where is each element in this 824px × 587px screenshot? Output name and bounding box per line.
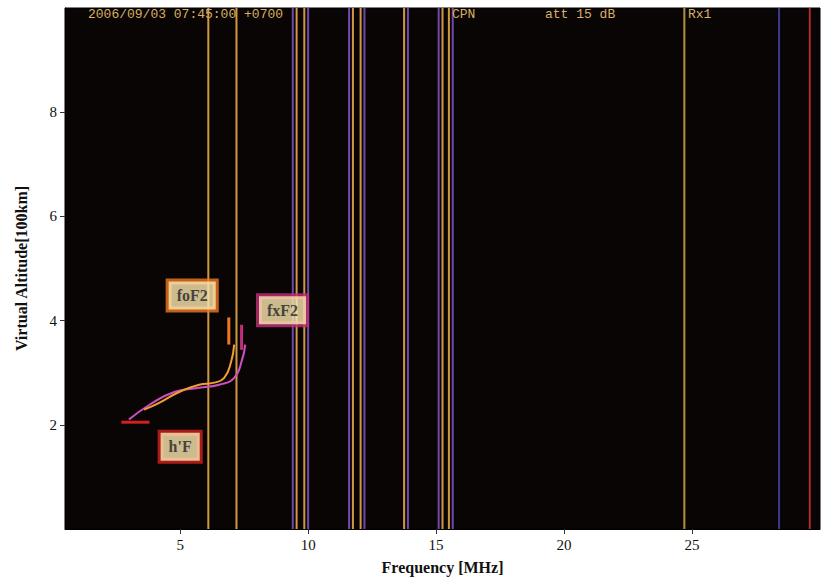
svg-text:fxF2: fxF2 <box>267 302 298 319</box>
svg-text:20: 20 <box>557 537 572 553</box>
svg-text:4: 4 <box>50 313 58 329</box>
svg-text:2006/09/03 07:45:00 +0700: 2006/09/03 07:45:00 +0700 <box>88 7 283 22</box>
svg-text:h'F: h'F <box>169 438 192 455</box>
svg-text:att 15 dB: att 15 dB <box>545 7 615 22</box>
svg-text:Frequency [MHz]: Frequency [MHz] <box>382 559 504 577</box>
svg-text:Virtual Altitude[100km]: Virtual Altitude[100km] <box>13 186 30 351</box>
svg-text:8: 8 <box>50 104 58 120</box>
svg-text:foF2: foF2 <box>177 287 208 304</box>
svg-text:5: 5 <box>176 537 184 553</box>
svg-text:2: 2 <box>50 417 58 433</box>
svg-text:6: 6 <box>50 208 58 224</box>
svg-text:10: 10 <box>301 537 316 553</box>
svg-text:25: 25 <box>685 537 700 553</box>
svg-text:15: 15 <box>429 537 444 553</box>
svg-text:Rx1: Rx1 <box>688 7 712 22</box>
svg-text:CPN: CPN <box>452 7 475 22</box>
